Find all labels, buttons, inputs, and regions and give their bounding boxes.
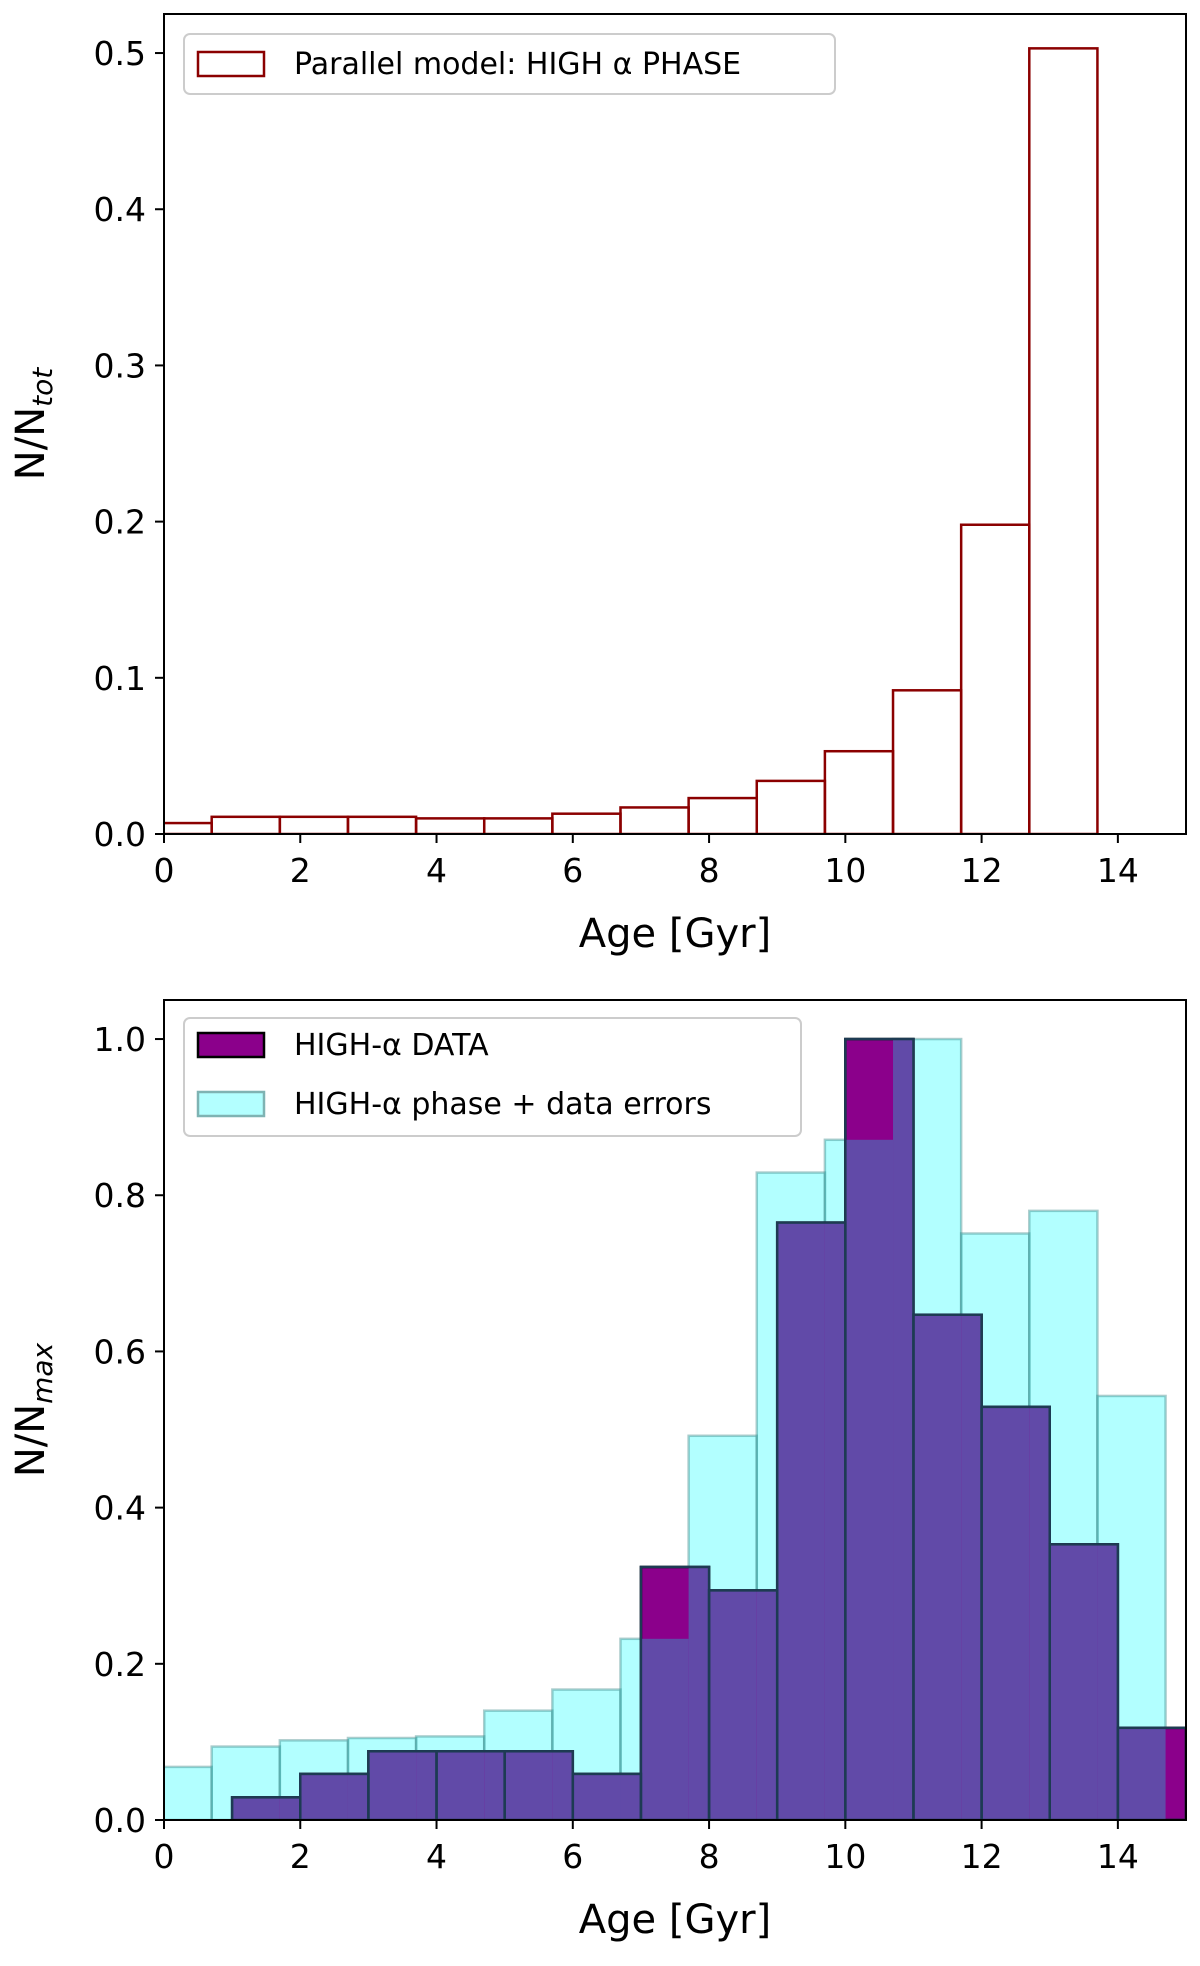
bottom-x-axis-label: Age [Gyr] <box>579 1897 771 1943</box>
top-legend: Parallel model: HIGH α PHASE <box>183 33 836 95</box>
bottom-legend-label-model: HIGH-α phase + data errors <box>294 1087 711 1122</box>
x-tick-label: 6 <box>562 1837 583 1876</box>
bottom-y-axis-label-sub: max <box>26 1342 59 1403</box>
overlap-p1-10 <box>913 1314 962 1820</box>
top-legend-label: Parallel model: HIGH α PHASE <box>294 47 741 82</box>
y-tick-label: 0.5 <box>94 34 146 73</box>
x-tick-label: 8 <box>699 851 720 890</box>
overlap-p1-3 <box>436 1751 485 1820</box>
top-panel: 0 2 4 6 8 10 12 14 0.0 0.1 0.2 0.3 0.4 0.5 Age [Gyr]… <box>8 13 1187 957</box>
bar-p1-s0-0 <box>164 1765 213 1820</box>
y-tick-label: 1.0 <box>94 1020 146 1059</box>
overlap-p1-6 <box>688 1566 710 1820</box>
y-tick-label: 0.4 <box>94 1489 146 1528</box>
top-y-axis-label-sub: tot <box>26 367 59 407</box>
data-edge-p1-13 <box>1116 1726 1186 1820</box>
top-x-ticks: 0 2 4 6 8 10 12 14 <box>154 834 1139 890</box>
overlap-p1-9 <box>893 1039 914 1820</box>
overlap-p1-12 <box>1097 1544 1118 1820</box>
x-tick-label: 14 <box>1097 1837 1139 1876</box>
overlap-p1-7 <box>709 1590 757 1820</box>
overlap-p1-9 <box>845 1139 894 1820</box>
top-y-axis-label: N/Ntot <box>8 367 59 480</box>
top-y-ticks: 0.0 0.1 0.2 0.3 0.4 0.5 <box>94 34 164 854</box>
y-tick-label: 0.8 <box>94 1176 146 1215</box>
overlap-p1-3 <box>484 1751 505 1820</box>
bottom-legend: HIGH-α DATA HIGH-α phase + data errors <box>183 1017 802 1137</box>
y-tick-label: 0.3 <box>94 346 146 385</box>
y-tick-label: 0.6 <box>94 1332 146 1371</box>
y-tick-label: 0.1 <box>94 659 146 698</box>
bottom-y-axis-label: N/Nmax <box>8 1342 59 1477</box>
x-tick-label: 6 <box>562 851 583 890</box>
bottom-legend-label-data: HIGH-α DATA <box>294 1028 489 1063</box>
top-legend-frame <box>183 33 836 95</box>
overlap-p1-11 <box>1029 1406 1050 1820</box>
x-tick-label: 0 <box>154 1837 175 1876</box>
overlap-p1-1 <box>347 1773 369 1820</box>
y-tick-label: 0.2 <box>94 503 146 542</box>
x-tick-label: 14 <box>1097 851 1139 890</box>
bottom-histogram-bars <box>164 1037 1186 1820</box>
bottom-legend-swatch-model <box>196 1090 266 1118</box>
x-tick-label: 4 <box>426 1837 447 1876</box>
x-tick-label: 12 <box>961 851 1003 890</box>
y-tick-label: 0.4 <box>94 190 146 229</box>
x-tick-label: 10 <box>824 851 866 890</box>
bottom-panel: 0 2 4 6 8 10 12 14 0.0 0.2 0.4 0.6 0.8 1.0 Age [Gyr]… <box>8 999 1187 1943</box>
overlap-p1-13 <box>1117 1727 1166 1820</box>
overlap-p1-6 <box>640 1638 689 1820</box>
bottom-legend-swatch-data <box>196 1031 266 1059</box>
top-y-axis-label-main: N/N <box>8 407 54 480</box>
overlap-p1-2 <box>368 1751 417 1820</box>
overlap-p1-0 <box>279 1797 301 1820</box>
y-tick-label: 0.0 <box>94 1801 146 1840</box>
bottom-y-axis-label-main: N/N <box>8 1404 54 1477</box>
overlap-p1-12 <box>1049 1544 1098 1820</box>
overlap-p1-8 <box>777 1222 825 1820</box>
bottom-y-ticks: 0.0 0.2 0.4 0.6 0.8 1.0 <box>94 1020 164 1840</box>
overlap-p1-5 <box>620 1773 641 1820</box>
y-tick-label: 0.2 <box>94 1645 146 1684</box>
x-tick-label: 8 <box>699 1837 720 1876</box>
top-plot-background <box>164 14 1186 834</box>
bottom-plot-frame <box>163 999 1187 1821</box>
bottom-legend-frame <box>183 1017 802 1137</box>
overlap-p1-7 <box>756 1590 778 1820</box>
overlap-p1-4 <box>552 1751 573 1820</box>
x-tick-label: 12 <box>961 1837 1003 1876</box>
data-edge-p1-12 <box>1048 1543 1120 1820</box>
x-tick-label: 0 <box>154 851 175 890</box>
overlap-p1-1 <box>300 1773 348 1820</box>
x-tick-label: 2 <box>290 1837 311 1876</box>
overlap-p1-11 <box>981 1406 1030 1820</box>
overlap-p1-8 <box>824 1222 846 1820</box>
overlap-p1-10 <box>961 1314 982 1820</box>
y-tick-label: 0.0 <box>94 815 146 854</box>
bar-p0-s0-13 <box>1028 47 1099 834</box>
top-plot-frame <box>163 13 1187 835</box>
x-tick-label: 10 <box>824 1837 866 1876</box>
overlap-p1-5 <box>572 1773 621 1820</box>
x-tick-label: 4 <box>426 851 447 890</box>
top-legend-swatch <box>196 50 266 78</box>
overlap-p1-2 <box>416 1751 437 1820</box>
overlap-p1-4 <box>504 1751 553 1820</box>
top-x-axis-label: Age [Gyr] <box>579 911 771 957</box>
overlap-p1-0 <box>232 1797 280 1820</box>
bottom-x-ticks: 0 2 4 6 8 10 12 14 <box>154 1820 1139 1876</box>
x-tick-label: 2 <box>290 851 311 890</box>
